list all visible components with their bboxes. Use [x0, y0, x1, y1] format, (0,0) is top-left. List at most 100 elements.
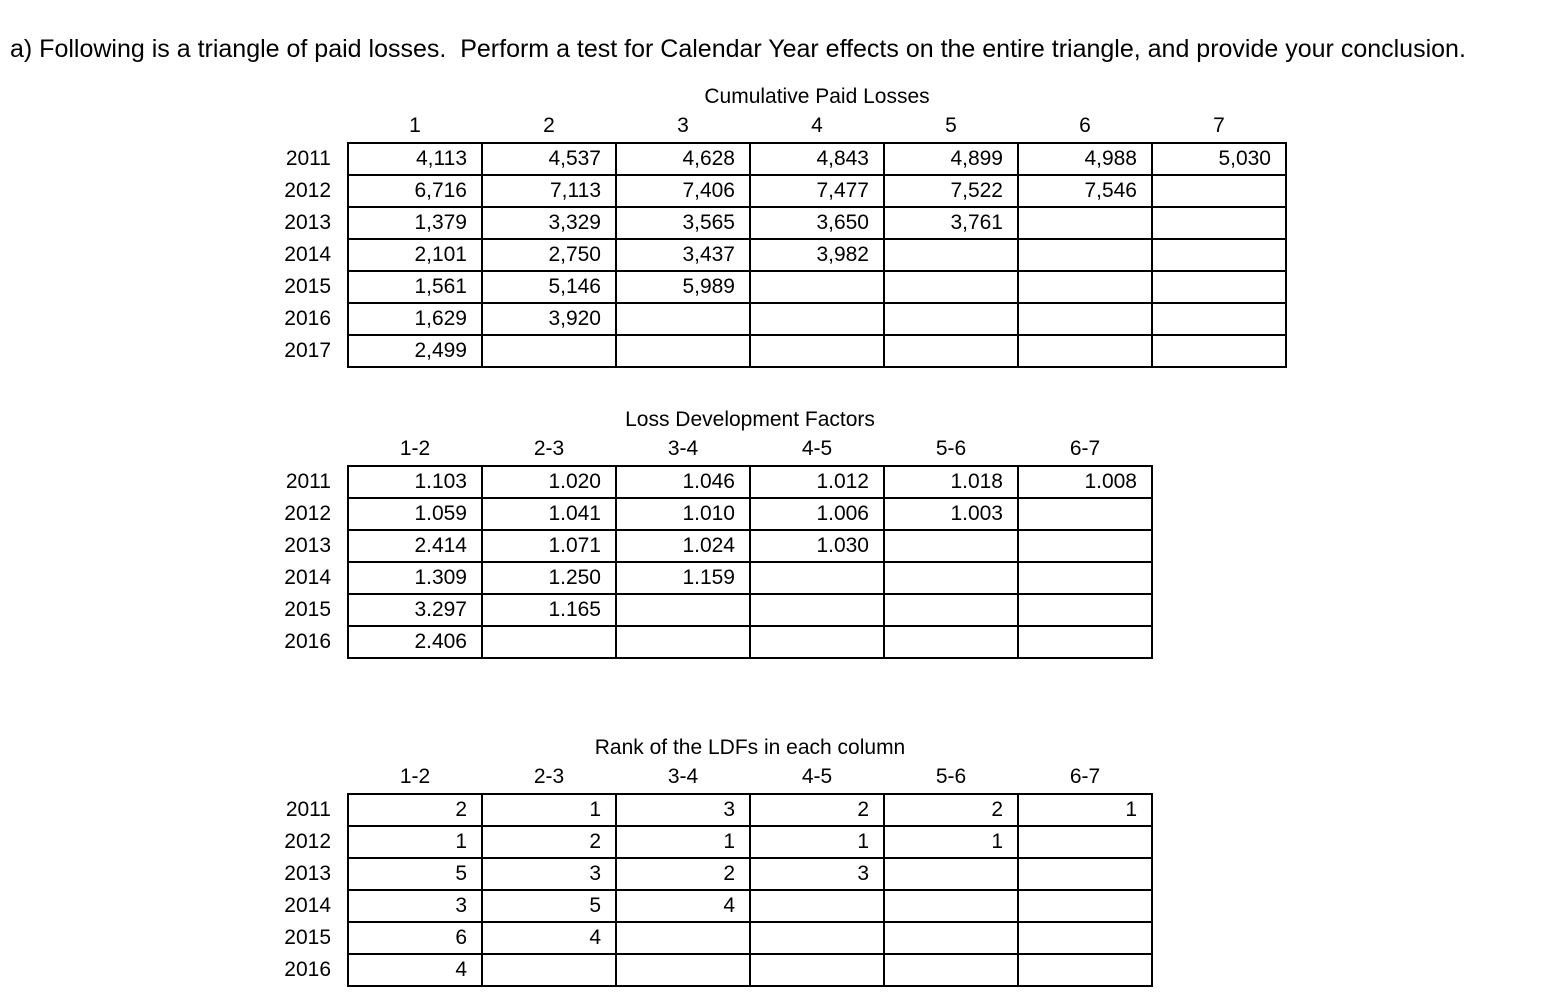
year-label: 2014	[284, 566, 331, 589]
table-title: Rank of the LDFs in each column	[594, 736, 906, 759]
table-row: 2015 3.297 1.165	[260, 593, 1153, 627]
table-cell: 3,437	[615, 238, 751, 272]
table-cell: 5,030	[1151, 142, 1287, 176]
loss-development-factors-table: 1-2 2-3 3-4 4-5 5-6 6-7 2011 1.103 1.020 1.046 1.0…	[260, 437, 1153, 659]
table-cell: 2	[749, 793, 885, 827]
column-header: 4	[811, 114, 823, 137]
year-label: 2015	[284, 275, 331, 298]
table-cell	[615, 921, 751, 955]
cumulative-paid-losses-table: 1 2 3 4 5 6 7 2011 4,113 4,537 4,628 4,843 4,899 4,98…	[260, 114, 1287, 368]
table-cell: 3,329	[481, 206, 617, 240]
year-label: 2013	[284, 211, 331, 234]
table-cell: 4,988	[1017, 142, 1153, 176]
column-header: 2	[543, 114, 555, 137]
table-cell	[615, 593, 751, 627]
table-cell	[1017, 206, 1153, 240]
table-cell: 6	[347, 921, 483, 955]
table-cell: 1.309	[347, 561, 483, 595]
column-header: 5	[945, 114, 957, 137]
table-cell	[749, 561, 885, 595]
table-row: 2012 1.059 1.041 1.010 1.006 1.003	[260, 497, 1153, 531]
table-cell	[1017, 302, 1153, 336]
table-cell	[883, 334, 1019, 368]
table-row: 2014 3 5 4	[260, 889, 1153, 923]
table-row: 2011 1.103 1.020 1.046 1.012 1.018 1.008	[260, 465, 1153, 499]
year-label: 2013	[284, 862, 331, 885]
column-header: 6-7	[1069, 437, 1101, 460]
table-cell	[481, 334, 617, 368]
table-cell: 3,920	[481, 302, 617, 336]
corner-spacer	[260, 437, 348, 466]
table-title: Loss Development Factors	[625, 408, 875, 431]
table-cell	[883, 561, 1019, 595]
table-cell	[1017, 561, 1153, 595]
cumulative-paid-losses-section: Cumulative Paid Losses 1 2 3 4 5 6 7 2011 4,113 4…	[260, 84, 1287, 368]
column-header: 4-5	[801, 765, 833, 788]
table-cell: 3.297	[347, 593, 483, 627]
table-cell: 1.018	[883, 465, 1019, 499]
year-label: 2011	[285, 798, 331, 821]
year-label: 2016	[284, 307, 331, 330]
column-header: 5-6	[935, 437, 967, 460]
year-label: 2011	[285, 147, 331, 170]
table-cell: 4,843	[749, 142, 885, 176]
year-label: 2014	[284, 894, 331, 917]
table-cell: 2,499	[347, 334, 483, 368]
table-cell	[481, 625, 617, 659]
table-cell: 3,761	[883, 206, 1019, 240]
table-cell: 2	[883, 793, 1019, 827]
table-cell: 2,750	[481, 238, 617, 272]
year-label: 2012	[284, 179, 331, 202]
table-cell: 1.071	[481, 529, 617, 563]
table-cell: 1.103	[347, 465, 483, 499]
column-header: 4-5	[801, 437, 833, 460]
table-title: Cumulative Paid Losses	[704, 85, 930, 108]
table-cell: 1.159	[615, 561, 751, 595]
table-cell: 7,522	[883, 174, 1019, 208]
table-cell	[883, 921, 1019, 955]
table-row: 2015 1,561 5,146 5,989	[260, 270, 1287, 304]
table-cell: 4,628	[615, 142, 751, 176]
table-cell	[1017, 238, 1153, 272]
table-cell: 1,561	[347, 270, 483, 304]
year-label: 2015	[284, 926, 331, 949]
column-header-row: 1-2 2-3 3-4 4-5 5-6 6-7	[260, 437, 1152, 466]
table-cell: 4,113	[347, 142, 483, 176]
year-label: 2012	[284, 502, 331, 525]
table-cell: 3,982	[749, 238, 885, 272]
column-header: 3-4	[667, 765, 699, 788]
table-row: 2016 4	[260, 953, 1153, 987]
table-cell	[749, 953, 885, 987]
table-cell	[883, 593, 1019, 627]
table-row: 2016 1,629 3,920	[260, 302, 1287, 336]
table-cell: 1.046	[615, 465, 751, 499]
table-row: 2014 1.309 1.250 1.159	[260, 561, 1153, 595]
table-cell: 1.024	[615, 529, 751, 563]
table-cell: 3	[615, 793, 751, 827]
table-cell	[1151, 334, 1287, 368]
table-cell	[1017, 825, 1153, 859]
table-cell: 2.414	[347, 529, 483, 563]
column-header: 1-2	[399, 437, 431, 460]
table-cell	[1017, 529, 1153, 563]
column-header: 6	[1079, 114, 1091, 137]
table-cell	[615, 334, 751, 368]
table-cell	[1151, 206, 1287, 240]
table-cell: 4	[347, 953, 483, 987]
table-cell: 1,379	[347, 206, 483, 240]
column-header-row: 1-2 2-3 3-4 4-5 5-6 6-7	[260, 765, 1152, 794]
table-cell: 5	[347, 857, 483, 891]
table-cell: 1.165	[481, 593, 617, 627]
table-cell: 3,565	[615, 206, 751, 240]
table-cell: 5,989	[615, 270, 751, 304]
table-cell	[749, 593, 885, 627]
year-label: 2017	[284, 339, 331, 362]
table-cell	[1151, 302, 1287, 336]
table-cell	[1017, 334, 1153, 368]
table-cell	[749, 270, 885, 304]
table-cell	[1151, 270, 1287, 304]
table-cell: 3,650	[749, 206, 885, 240]
table-cell: 4,537	[481, 142, 617, 176]
table-cell	[1017, 497, 1153, 531]
